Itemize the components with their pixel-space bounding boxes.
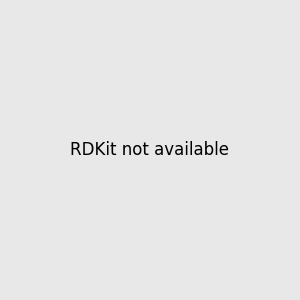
Text: RDKit not available: RDKit not available xyxy=(70,141,230,159)
